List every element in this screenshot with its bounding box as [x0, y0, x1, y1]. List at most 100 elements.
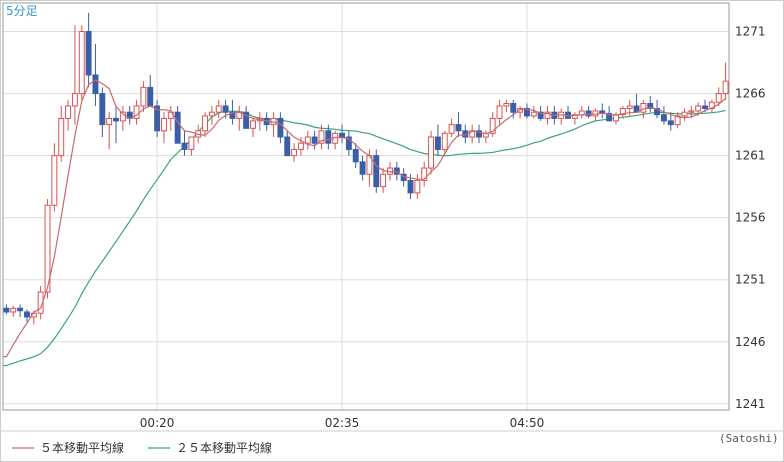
candle-down	[92, 74, 99, 95]
candle-up	[578, 110, 585, 116]
candle-down	[277, 117, 284, 138]
candle-down	[229, 111, 236, 119]
x-tick-label: 00:20	[140, 416, 175, 430]
candle-up	[71, 93, 78, 107]
y-tick-label: 1251	[735, 273, 766, 287]
candle-up	[681, 111, 688, 117]
candle-down	[476, 130, 482, 138]
candle-down	[174, 111, 181, 144]
candle-down	[311, 136, 318, 144]
candle-up	[304, 136, 311, 144]
candle-down	[537, 111, 544, 119]
candle-up	[496, 105, 503, 119]
y-tick-label: 1271	[735, 25, 766, 39]
candle-down	[667, 120, 674, 126]
candle-up	[65, 105, 72, 119]
ma5-line	[3, 79, 726, 358]
candle-down	[339, 132, 345, 138]
legend-label-ma25: ２５本移動平均線	[176, 440, 272, 455]
candle-up	[503, 103, 510, 107]
candle-up	[619, 107, 626, 116]
candle-up	[44, 204, 51, 293]
candle-up	[544, 111, 551, 119]
candle-down	[325, 130, 332, 144]
candle-down	[352, 148, 359, 163]
candle-up	[414, 179, 421, 194]
credit-label: (Satoshi)	[719, 432, 779, 445]
candle-down	[455, 124, 462, 132]
candle-up	[208, 111, 215, 117]
candle-down	[181, 142, 188, 150]
candle-down	[523, 107, 530, 117]
plot-frame	[2, 2, 730, 411]
candle-down	[647, 103, 654, 109]
candle-up	[674, 115, 681, 126]
period-label: 5分足	[6, 4, 38, 18]
candle-up	[140, 86, 147, 107]
candle-down	[510, 103, 517, 113]
candle-up	[58, 117, 65, 157]
candle-up	[78, 31, 85, 95]
candle-down	[147, 86, 154, 107]
candle-down	[585, 110, 592, 117]
candle-down	[345, 136, 352, 150]
candle-down	[154, 105, 161, 132]
candle-up	[722, 80, 729, 95]
candle-up	[441, 132, 448, 150]
candle-down	[284, 136, 291, 157]
candle-up	[626, 105, 633, 109]
candle-down	[3, 307, 10, 313]
candle-up	[250, 120, 256, 129]
candle-down	[393, 167, 400, 175]
candle-down	[359, 161, 366, 175]
candle-up	[715, 93, 722, 103]
candle-up	[215, 105, 222, 113]
candle-down	[99, 93, 106, 126]
ma25-layer	[3, 109, 726, 367]
candle-down	[24, 311, 30, 318]
candle-up	[106, 117, 113, 126]
y-tick-label: 1261	[735, 149, 766, 163]
candle-up	[380, 173, 387, 188]
candle-down	[407, 179, 414, 194]
candle-down	[17, 307, 24, 312]
candle-up	[428, 136, 435, 169]
candle-up	[695, 105, 702, 112]
candle-down	[85, 31, 92, 76]
candle-layer	[3, 12, 729, 325]
candle-down	[606, 112, 613, 122]
candle-up	[318, 130, 325, 144]
candle-down	[243, 111, 250, 129]
legend-label-ma5: ５本移動平均線	[40, 440, 124, 455]
candle-down	[373, 155, 380, 188]
candle-up	[51, 155, 58, 206]
candle-up	[202, 115, 209, 132]
candle-up	[291, 148, 298, 157]
candle-up	[421, 167, 428, 181]
label-layer: 1241 1246 1251 1256 1261 1266 1271 00:20 02:35 04…	[140, 25, 766, 430]
candle-down	[660, 114, 667, 122]
candle-up	[160, 117, 167, 132]
candle-up	[688, 110, 695, 113]
candle-up	[188, 136, 195, 150]
y-tick-label: 1241	[735, 397, 766, 411]
candle-up	[530, 111, 537, 117]
y-tick-label: 1266	[735, 87, 766, 101]
candle-down	[222, 105, 229, 113]
y-tick-label: 1246	[735, 335, 766, 349]
candle-up	[119, 111, 126, 122]
candle-up	[297, 142, 304, 150]
grid-layer	[3, 3, 729, 410]
legend: ５本移動平均線 ２５本移動平均線	[12, 440, 272, 455]
candle-up	[448, 124, 455, 134]
y-tick-label: 1256	[735, 211, 766, 225]
ma5-layer	[3, 79, 726, 358]
candle-down	[702, 105, 708, 109]
ma25-line	[3, 109, 726, 367]
candle-up	[10, 307, 17, 313]
candle-down	[113, 117, 119, 122]
